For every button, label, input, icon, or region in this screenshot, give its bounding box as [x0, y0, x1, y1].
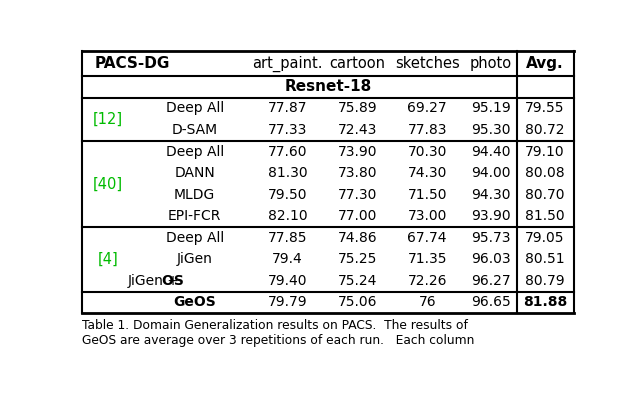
Text: Deep All: Deep All: [166, 102, 224, 115]
Text: 79.50: 79.50: [268, 188, 307, 202]
Text: 96.27: 96.27: [471, 274, 511, 288]
Text: art_paint.: art_paint.: [252, 56, 323, 72]
Text: 73.90: 73.90: [338, 144, 377, 158]
Text: 80.51: 80.51: [525, 253, 565, 266]
Text: 71.50: 71.50: [408, 188, 447, 202]
Text: 71.35: 71.35: [408, 253, 447, 266]
Text: 77.33: 77.33: [268, 123, 307, 137]
Text: Deep All: Deep All: [166, 144, 224, 158]
Text: 95.73: 95.73: [471, 231, 511, 245]
Text: Avg.: Avg.: [526, 56, 564, 71]
Text: 82.10: 82.10: [268, 209, 307, 223]
Text: 74.30: 74.30: [408, 166, 447, 180]
Text: 77.87: 77.87: [268, 102, 307, 115]
Text: [40]: [40]: [93, 176, 123, 191]
Text: 72.26: 72.26: [408, 274, 447, 288]
Text: 95.19: 95.19: [471, 102, 511, 115]
Text: 79.55: 79.55: [525, 102, 564, 115]
Text: 73.00: 73.00: [408, 209, 447, 223]
Text: 75.25: 75.25: [338, 253, 377, 266]
Text: 81.30: 81.30: [268, 166, 307, 180]
Text: 80.72: 80.72: [525, 123, 564, 137]
Text: 79.79: 79.79: [268, 295, 307, 310]
Text: JiGen: JiGen: [177, 253, 212, 266]
Text: 79.05: 79.05: [525, 231, 564, 245]
Text: sketches: sketches: [395, 56, 460, 71]
Text: 76: 76: [419, 295, 436, 310]
Text: 94.40: 94.40: [471, 144, 511, 158]
Text: D-SAM: D-SAM: [172, 123, 218, 137]
Text: photo: photo: [470, 56, 512, 71]
Text: 81.50: 81.50: [525, 209, 565, 223]
Text: 80.08: 80.08: [525, 166, 565, 180]
Text: 77.60: 77.60: [268, 144, 307, 158]
Text: 67.74: 67.74: [408, 231, 447, 245]
Text: 94.00: 94.00: [471, 166, 511, 180]
Text: 93.90: 93.90: [471, 209, 511, 223]
Text: 95.30: 95.30: [471, 123, 511, 137]
Text: 75.24: 75.24: [338, 274, 377, 288]
Text: OS: OS: [123, 274, 184, 288]
Text: 73.80: 73.80: [338, 166, 377, 180]
Text: 79.40: 79.40: [268, 274, 307, 288]
Text: [4]: [4]: [97, 252, 118, 267]
Text: 79.10: 79.10: [525, 144, 565, 158]
Text: 75.89: 75.89: [338, 102, 377, 115]
Text: 80.79: 80.79: [525, 274, 565, 288]
Text: Table 1. Domain Generalization results on PACS.  The results of
GeOS are average: Table 1. Domain Generalization results o…: [81, 319, 474, 347]
Text: PACS-DG: PACS-DG: [95, 56, 170, 71]
Text: 74.86: 74.86: [338, 231, 377, 245]
Text: Deep All: Deep All: [166, 231, 224, 245]
Text: 96.03: 96.03: [471, 253, 511, 266]
Text: 75.06: 75.06: [338, 295, 377, 310]
Text: 80.70: 80.70: [525, 188, 564, 202]
Text: Resnet-18: Resnet-18: [284, 79, 372, 94]
Text: 77.00: 77.00: [338, 209, 377, 223]
Text: 72.43: 72.43: [338, 123, 377, 137]
Text: GeOS: GeOS: [173, 295, 216, 310]
Text: 79.4: 79.4: [273, 253, 303, 266]
Text: DANN: DANN: [174, 166, 215, 180]
Text: 69.27: 69.27: [408, 102, 447, 115]
Text: EPI-FCR: EPI-FCR: [168, 209, 221, 223]
Text: JiGen +: JiGen +: [127, 274, 184, 288]
Text: 70.30: 70.30: [408, 144, 447, 158]
Text: 77.83: 77.83: [408, 123, 447, 137]
Text: cartoon: cartoon: [330, 56, 385, 71]
Text: 96.65: 96.65: [471, 295, 511, 310]
Text: [12]: [12]: [93, 112, 123, 127]
Text: MLDG: MLDG: [174, 188, 215, 202]
Text: 77.30: 77.30: [338, 188, 377, 202]
Text: 77.85: 77.85: [268, 231, 307, 245]
Text: 94.30: 94.30: [471, 188, 511, 202]
Text: 81.88: 81.88: [523, 295, 567, 310]
